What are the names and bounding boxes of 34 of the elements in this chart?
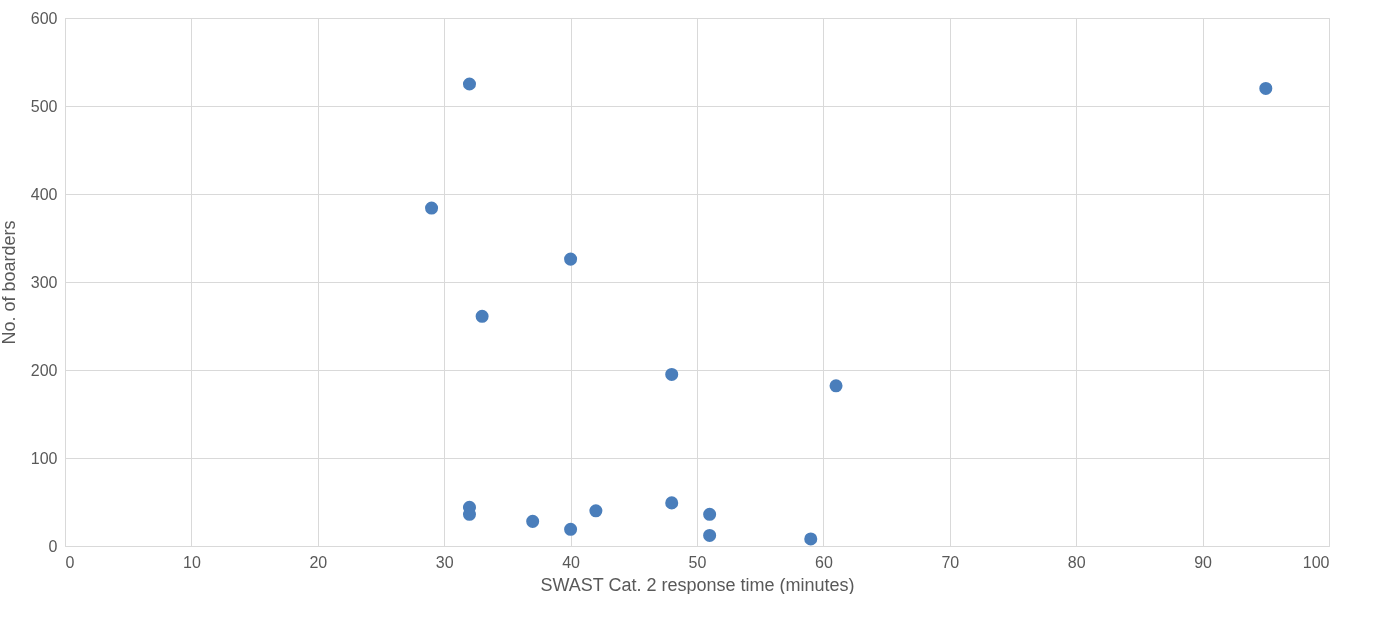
x-tick-label: 40 — [562, 553, 581, 571]
x-tick-label: 100 — [1302, 553, 1330, 571]
point — [425, 201, 439, 215]
y-tick-label: 0 — [48, 537, 58, 555]
point — [804, 532, 818, 546]
point — [665, 496, 679, 510]
y-tick-label: 300 — [30, 273, 58, 291]
x-tick-label: 50 — [688, 553, 707, 571]
point — [703, 507, 717, 521]
x-tick-label: 90 — [1194, 553, 1213, 571]
point — [564, 252, 578, 266]
point — [526, 514, 540, 528]
y-tick-label: 200 — [30, 361, 58, 379]
x-tick-label: 30 — [435, 553, 454, 571]
point — [462, 77, 476, 91]
y-axis-title: No. of boarders — [0, 220, 19, 345]
point — [665, 367, 679, 381]
point — [703, 528, 717, 542]
y-tick-label: 500 — [30, 97, 58, 115]
x-tick-label: 60 — [815, 553, 833, 571]
point — [564, 522, 578, 536]
point — [475, 309, 489, 323]
y-tick-label: 600 — [30, 9, 58, 27]
y-tick-label: 400 — [30, 185, 58, 203]
y-tick-label: 100 — [30, 449, 58, 467]
x-tick-label: 0 — [65, 553, 75, 571]
point — [829, 379, 843, 393]
x-tick-label: 80 — [1067, 553, 1086, 571]
point — [1259, 81, 1273, 95]
point — [589, 504, 603, 518]
x-tick-label: 70 — [941, 553, 960, 571]
x-tick-label: 20 — [309, 553, 328, 571]
x-tick-label: 10 — [183, 553, 201, 571]
x-axis-title: SWAST Cat. 2 response time (minutes) — [540, 574, 855, 595]
